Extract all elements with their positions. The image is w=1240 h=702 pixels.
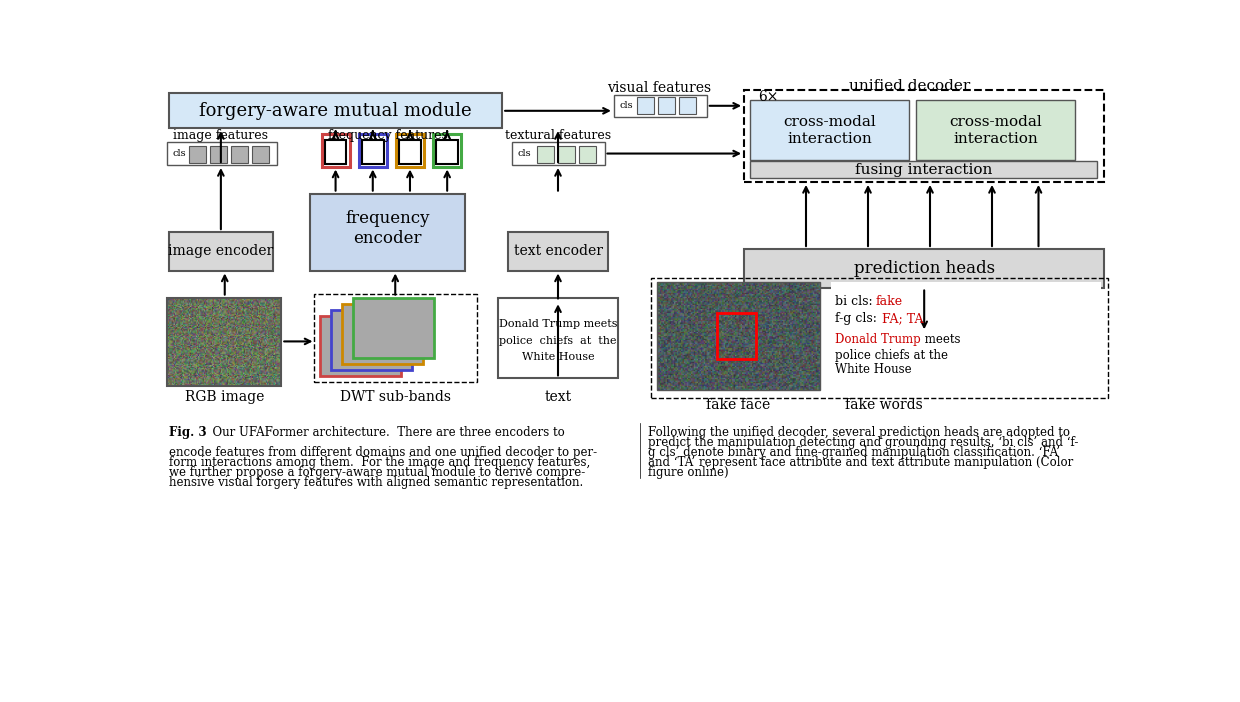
Bar bbox=[658, 98, 675, 114]
Bar bbox=[231, 146, 248, 163]
Bar bbox=[320, 316, 402, 376]
Text: g cls’ denote binary and fine-grained manipulation classification. ‘FA’: g cls’ denote binary and fine-grained ma… bbox=[649, 446, 1060, 459]
Bar bbox=[717, 313, 755, 359]
Text: unified decoder: unified decoder bbox=[848, 79, 970, 93]
Bar bbox=[166, 142, 277, 165]
Bar bbox=[831, 282, 1101, 390]
Bar bbox=[433, 134, 461, 166]
Bar bbox=[558, 146, 575, 163]
Bar bbox=[399, 140, 420, 164]
Bar bbox=[396, 134, 424, 166]
Text: Our UFAFormer architecture.  There are three encoders to: Our UFAFormer architecture. There are th… bbox=[205, 426, 564, 439]
Text: form interactions among them.  For the image and frequency features,: form interactions among them. For the im… bbox=[169, 456, 590, 469]
Bar bbox=[436, 140, 458, 164]
Bar bbox=[651, 278, 1109, 397]
Bar bbox=[750, 100, 909, 161]
Text: fake face: fake face bbox=[707, 398, 771, 412]
Text: hensive visual forgery features with aligned semantic representation.: hensive visual forgery features with ali… bbox=[169, 476, 583, 489]
Bar bbox=[169, 232, 273, 270]
Bar bbox=[579, 146, 596, 163]
Text: cls: cls bbox=[620, 101, 632, 110]
Bar bbox=[169, 93, 502, 128]
Text: Donald Trump meets: Donald Trump meets bbox=[498, 319, 618, 329]
Text: f-g cls:: f-g cls: bbox=[836, 312, 882, 325]
Text: RGB image: RGB image bbox=[185, 390, 264, 404]
Text: text encoder: text encoder bbox=[513, 244, 603, 258]
Text: cls: cls bbox=[518, 149, 532, 158]
Bar bbox=[637, 98, 655, 114]
Text: predict the manipulation detecting and grounding results. ‘bi cls’ and ‘f-: predict the manipulation detecting and g… bbox=[649, 436, 1079, 449]
Bar bbox=[537, 146, 554, 163]
Text: prediction heads: prediction heads bbox=[853, 260, 994, 277]
Text: cls: cls bbox=[174, 149, 186, 158]
Bar bbox=[916, 100, 1075, 161]
Bar bbox=[362, 140, 383, 164]
Bar bbox=[358, 134, 387, 166]
Text: bi cls:: bi cls: bbox=[836, 295, 877, 308]
Text: forgery-aware mutual module: forgery-aware mutual module bbox=[200, 102, 472, 120]
Text: cross-modal
interaction: cross-modal interaction bbox=[784, 115, 875, 145]
Text: DWT sub-bands: DWT sub-bands bbox=[340, 390, 451, 404]
Bar bbox=[310, 194, 465, 270]
Bar bbox=[210, 146, 227, 163]
Bar bbox=[352, 298, 434, 357]
Text: frequency features: frequency features bbox=[327, 129, 448, 143]
Bar bbox=[314, 293, 476, 382]
Text: and ‘TA’ represent face attribute and text attribute manipulation (Color: and ‘TA’ represent face attribute and te… bbox=[649, 456, 1073, 469]
Text: fake words: fake words bbox=[844, 398, 923, 412]
Text: Donald Trump: Donald Trump bbox=[836, 333, 921, 346]
Bar bbox=[744, 90, 1105, 182]
Text: White House: White House bbox=[522, 352, 594, 362]
Text: encode features from different domains and one unified decoder to per-: encode features from different domains a… bbox=[169, 446, 598, 459]
Text: figure online): figure online) bbox=[649, 466, 729, 479]
Bar bbox=[831, 282, 1101, 390]
Bar bbox=[498, 298, 619, 378]
Bar bbox=[342, 304, 423, 364]
Text: cross-modal
interaction: cross-modal interaction bbox=[949, 115, 1042, 145]
Text: 6×: 6× bbox=[758, 91, 779, 105]
Bar bbox=[321, 134, 350, 166]
Bar bbox=[744, 249, 1105, 288]
Bar bbox=[331, 310, 412, 370]
Text: police  chiefs  at  the: police chiefs at the bbox=[500, 336, 616, 346]
Bar bbox=[325, 140, 346, 164]
Bar bbox=[511, 142, 605, 165]
Text: fusing interaction: fusing interaction bbox=[854, 163, 992, 177]
Text: image features: image features bbox=[174, 129, 268, 143]
Text: FA; TA: FA; TA bbox=[882, 312, 924, 325]
Text: White House: White House bbox=[836, 363, 913, 376]
Text: fake: fake bbox=[875, 295, 903, 308]
Bar bbox=[614, 95, 707, 117]
Text: text: text bbox=[544, 390, 572, 404]
Text: Following the unified decoder, several prediction heads are adopted to: Following the unified decoder, several p… bbox=[649, 426, 1070, 439]
Bar bbox=[188, 146, 206, 163]
Text: image encoder: image encoder bbox=[169, 244, 274, 258]
Bar bbox=[680, 98, 696, 114]
Text: visual features: visual features bbox=[606, 81, 711, 95]
Text: textural features: textural features bbox=[505, 129, 611, 143]
Text: we further propose a forgery-aware mutual module to derive compre-: we further propose a forgery-aware mutua… bbox=[169, 466, 585, 479]
Text: Fig. 3: Fig. 3 bbox=[169, 426, 207, 439]
Bar bbox=[657, 282, 820, 390]
Bar bbox=[750, 161, 1096, 178]
Bar bbox=[507, 232, 609, 270]
Bar bbox=[166, 298, 281, 386]
Text: meets: meets bbox=[920, 333, 960, 346]
Bar bbox=[252, 146, 269, 163]
Text: frequency
encoder: frequency encoder bbox=[345, 210, 430, 246]
Text: police chiefs at the: police chiefs at the bbox=[836, 349, 949, 362]
